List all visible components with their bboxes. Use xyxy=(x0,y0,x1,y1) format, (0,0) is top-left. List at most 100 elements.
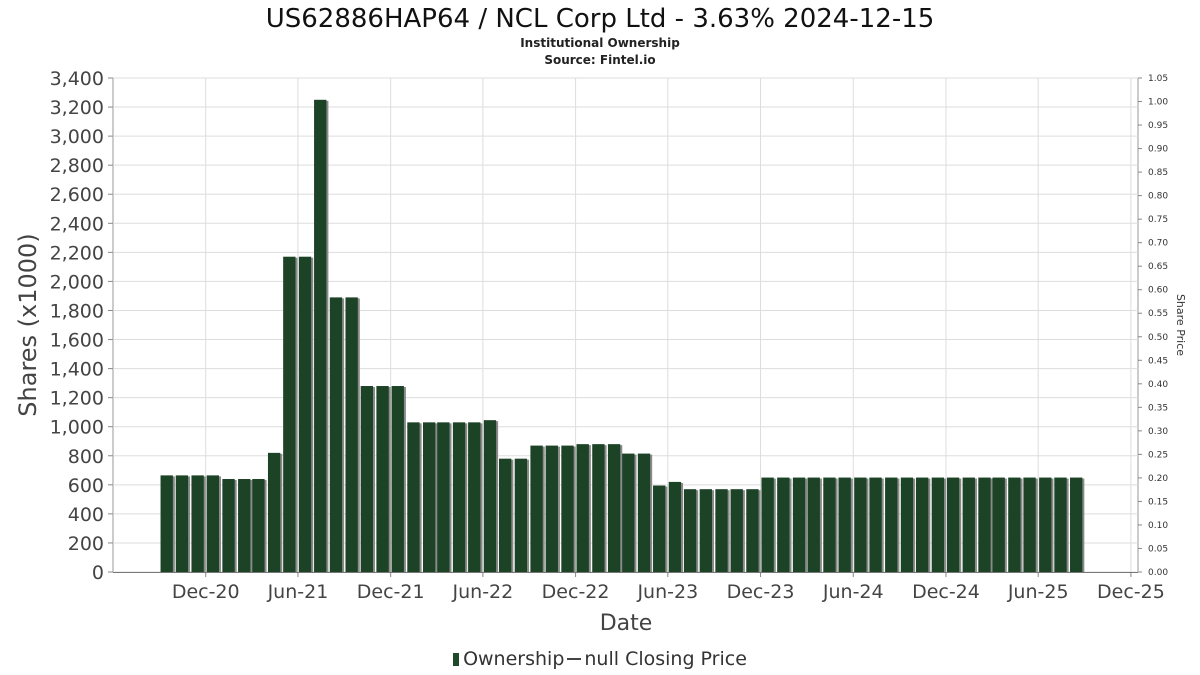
y2-tick-label: 1.05 xyxy=(1148,74,1168,84)
bar xyxy=(592,444,605,572)
chart-source: Source: Fintel.io xyxy=(544,53,656,67)
y-tick-label: 600 xyxy=(68,475,104,497)
bar xyxy=(622,453,635,572)
y2-tick-label: 0.35 xyxy=(1148,403,1168,413)
bar xyxy=(637,453,651,572)
bar xyxy=(561,445,574,572)
bar xyxy=(298,256,312,572)
legend-closing-price: null Closing Price xyxy=(584,648,747,670)
bar xyxy=(314,99,327,572)
bar xyxy=(206,475,219,572)
y-tick-label: 1,200 xyxy=(50,388,104,410)
legend: Ownership null Closing Price xyxy=(0,648,1200,670)
y-tick-label: 200 xyxy=(68,533,104,555)
x-tick-label: Dec-24 xyxy=(912,581,980,603)
y2-tick-label: 0.05 xyxy=(1148,544,1168,554)
y-tick-label: 2,600 xyxy=(50,184,104,206)
y2-axis-label: Share Price xyxy=(1174,294,1187,356)
bar xyxy=(468,422,481,572)
bar xyxy=(345,297,358,572)
bar xyxy=(1039,477,1052,572)
line-swatch-icon xyxy=(567,658,582,660)
bar xyxy=(915,477,929,572)
bar xyxy=(545,445,558,572)
bar xyxy=(777,477,790,572)
bar xyxy=(1023,477,1036,572)
bar xyxy=(267,452,281,572)
x-tick-label: Jun-24 xyxy=(822,581,884,603)
y-tick-label: 3,400 xyxy=(50,68,104,90)
y2-tick-label: 0.70 xyxy=(1148,239,1168,249)
y2-tick-label: 0.40 xyxy=(1148,380,1168,390)
bar xyxy=(191,475,204,572)
y-tick-label: 3,000 xyxy=(50,126,104,148)
bar xyxy=(869,477,882,572)
y2-tick-label: 0.25 xyxy=(1148,450,1168,460)
y2-tick-label: 0.90 xyxy=(1148,145,1168,155)
y-tick-label: 1,800 xyxy=(50,300,104,322)
x-tick-label: Jun-25 xyxy=(1007,581,1069,603)
y2-tick-label: 0.65 xyxy=(1148,262,1168,272)
bar xyxy=(699,489,712,572)
x-tick-label: Jun-23 xyxy=(636,581,698,603)
y-tick-label: 3,200 xyxy=(50,97,104,119)
bar xyxy=(576,444,589,572)
y2-tick-label: 0.60 xyxy=(1148,286,1168,296)
ownership-swatch-icon xyxy=(453,653,460,666)
chart-title: US62886HAP64 / NCL Corp Ltd - 3.63% 2024… xyxy=(265,4,935,34)
x-tick-label: Jun-22 xyxy=(452,581,514,603)
bar xyxy=(175,475,189,572)
bar xyxy=(854,477,867,572)
bar xyxy=(746,489,759,572)
bar xyxy=(931,477,945,572)
bar xyxy=(885,477,898,572)
bar xyxy=(1054,477,1067,572)
bar xyxy=(360,386,374,572)
bar xyxy=(391,386,404,572)
x-tick-label: Dec-25 xyxy=(1097,581,1165,603)
bar xyxy=(238,479,251,572)
y-tick-label: 2,000 xyxy=(50,271,104,293)
y2-tick-label: 0.00 xyxy=(1148,568,1168,578)
chart-subtitle: Institutional Ownership xyxy=(520,36,680,50)
bar xyxy=(823,477,836,572)
bar xyxy=(283,256,296,572)
x-tick-label: Dec-23 xyxy=(727,581,795,603)
bar xyxy=(498,458,512,572)
legend-ownership: Ownership xyxy=(463,648,565,670)
bar xyxy=(483,420,497,572)
bar xyxy=(514,458,528,572)
y2-tick-label: 0.45 xyxy=(1148,356,1168,366)
bar xyxy=(329,297,343,572)
bar xyxy=(683,489,697,572)
x-tick-label: Dec-20 xyxy=(172,581,240,603)
bar xyxy=(715,489,728,572)
bar xyxy=(653,485,666,572)
axes: 0 200 400 600 800 1,000 1,200 1,400 1,600 1,800 2,… xyxy=(50,68,1169,603)
y2-tick-label: 0.30 xyxy=(1148,427,1168,437)
y2-tick-label: 0.50 xyxy=(1148,333,1168,343)
bar xyxy=(900,477,914,572)
bar xyxy=(1070,477,1083,572)
y-tick-label: 1,600 xyxy=(50,330,104,352)
bar xyxy=(422,422,436,572)
bar xyxy=(946,477,960,572)
y-tick-label: 2,400 xyxy=(50,213,104,235)
y2-tick-label: 0.80 xyxy=(1148,192,1168,202)
bars xyxy=(160,99,1085,572)
x-tick-label: Dec-21 xyxy=(357,581,425,603)
bar xyxy=(222,479,235,572)
y-tick-label: 1,000 xyxy=(50,417,104,439)
x-tick-label: Jun-21 xyxy=(267,581,329,603)
y-tick-label: 0 xyxy=(92,562,104,584)
bar xyxy=(160,475,173,572)
x-axis-label: Date xyxy=(600,611,653,636)
y-tick-label: 800 xyxy=(68,446,104,468)
y2-tick-label: 0.10 xyxy=(1148,521,1168,531)
y-tick-label: 2,800 xyxy=(50,155,104,177)
bar xyxy=(792,477,806,572)
bar xyxy=(761,477,774,572)
y2-tick-label: 1.00 xyxy=(1148,98,1168,108)
bar xyxy=(607,444,621,572)
